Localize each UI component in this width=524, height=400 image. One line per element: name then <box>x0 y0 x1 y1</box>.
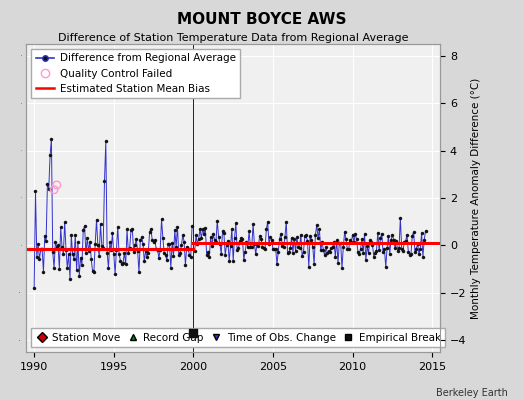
Point <box>52 182 61 188</box>
Legend: Station Move, Record Gap, Time of Obs. Change, Empirical Break: Station Move, Record Gap, Time of Obs. C… <box>31 328 445 347</box>
Title: Difference of Station Temperature Data from Regional Average: Difference of Station Temperature Data f… <box>58 33 408 43</box>
Text: MOUNT BOYCE AWS: MOUNT BOYCE AWS <box>177 12 347 27</box>
Text: Berkeley Earth: Berkeley Earth <box>436 388 508 398</box>
Point <box>50 186 58 193</box>
Y-axis label: Monthly Temperature Anomaly Difference (°C): Monthly Temperature Anomaly Difference (… <box>471 77 481 319</box>
Point <box>189 330 198 336</box>
